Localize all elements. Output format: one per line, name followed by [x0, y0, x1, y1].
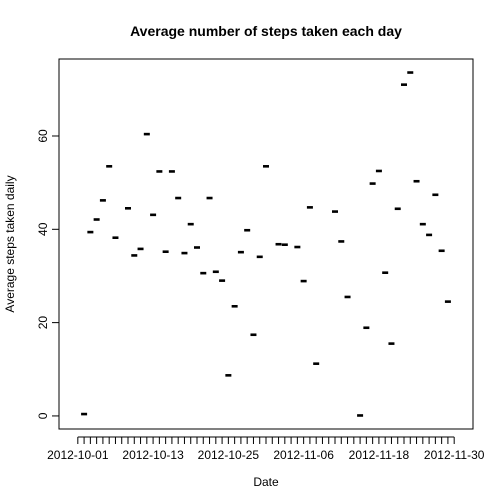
- data-points: [81, 71, 451, 417]
- x-tick-label: 2012-11-30: [424, 448, 485, 462]
- y-tick-label: 0: [36, 412, 50, 419]
- x-tick-label: 2012-11-06: [273, 448, 334, 462]
- x-tick-label: 2012-11-18: [349, 448, 410, 462]
- plot-frame: [58, 58, 474, 430]
- x-tick-label: 2012-10-13: [122, 448, 184, 462]
- y-tick-label: 60: [36, 129, 50, 143]
- y-tick-label: 40: [36, 222, 50, 236]
- chart-title: Average number of steps taken each day: [130, 23, 402, 39]
- x-tick-label: 2012-10-01: [47, 448, 109, 462]
- y-tick-label: 20: [36, 316, 50, 330]
- x-tick-label: 2012-10-25: [198, 448, 260, 462]
- x-axis: 2012-10-01 2012-10-13 2012-10-25 2012-11-06…: [47, 436, 485, 462]
- y-axis: 0 20 40 60: [36, 129, 59, 419]
- y-axis-label: Average steps taken daily: [3, 175, 17, 312]
- x-axis-label: Date: [253, 475, 279, 489]
